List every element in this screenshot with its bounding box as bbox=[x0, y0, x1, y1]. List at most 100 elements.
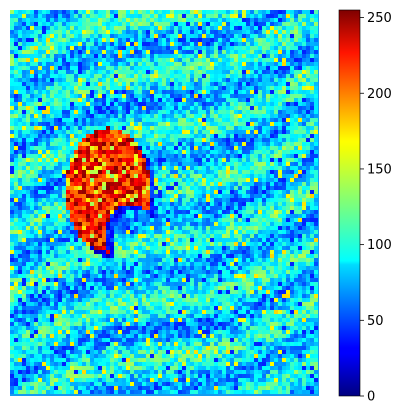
heatmap-cell bbox=[218, 38, 222, 42]
heatmap-cell bbox=[202, 194, 206, 198]
heatmap-cell bbox=[182, 238, 186, 242]
heatmap-cell bbox=[194, 38, 198, 42]
heatmap-cell bbox=[298, 210, 302, 214]
heatmap-cell bbox=[66, 62, 70, 66]
heatmap-cell bbox=[118, 90, 122, 94]
heatmap-cell bbox=[270, 246, 274, 250]
heatmap-cell bbox=[98, 106, 102, 110]
heatmap-cell bbox=[42, 154, 46, 158]
heatmap-cell bbox=[202, 30, 206, 34]
heatmap-cell bbox=[122, 154, 126, 158]
heatmap-cell bbox=[138, 158, 142, 162]
heatmap-cell bbox=[58, 34, 62, 38]
heatmap-cell bbox=[150, 238, 154, 242]
heatmap-cell bbox=[302, 78, 306, 82]
heatmap-cell bbox=[206, 138, 210, 142]
heatmap-cell bbox=[38, 262, 42, 266]
heatmap-cell bbox=[302, 130, 306, 134]
heatmap-cell bbox=[246, 174, 250, 178]
heatmap-cell bbox=[186, 74, 190, 78]
heatmap-cell bbox=[234, 110, 238, 114]
heatmap-cell bbox=[102, 266, 106, 270]
heatmap-cell bbox=[114, 82, 118, 86]
heatmap-cell bbox=[54, 70, 58, 74]
heatmap-cell bbox=[86, 58, 90, 62]
heatmap-cell bbox=[274, 170, 278, 174]
heatmap-cell bbox=[130, 262, 134, 266]
heatmap-cell bbox=[250, 206, 254, 210]
heatmap-cell bbox=[126, 10, 130, 14]
heatmap-cell bbox=[86, 258, 90, 262]
heatmap-cell bbox=[106, 206, 110, 210]
heatmap-cell bbox=[22, 230, 26, 234]
heatmap-cell bbox=[50, 166, 54, 170]
heatmap-cell bbox=[162, 198, 166, 202]
heatmap-cell bbox=[302, 222, 306, 226]
heatmap-cell bbox=[246, 26, 250, 30]
heatmap-cell bbox=[30, 134, 34, 138]
heatmap-cell bbox=[134, 18, 138, 22]
heatmap-cell bbox=[38, 242, 42, 246]
heatmap-cell bbox=[130, 14, 134, 18]
heatmap-cell bbox=[170, 18, 174, 22]
heatmap-cell bbox=[222, 18, 226, 22]
heatmap-cell bbox=[198, 170, 202, 174]
heatmap-cell bbox=[126, 250, 130, 254]
heatmap-cell bbox=[50, 26, 54, 30]
heatmap-cell bbox=[94, 70, 98, 74]
heatmap-cell bbox=[234, 242, 238, 246]
heatmap-cell bbox=[138, 142, 142, 146]
heatmap-cell bbox=[42, 238, 46, 242]
heatmap-cell bbox=[218, 170, 222, 174]
heatmap-cell bbox=[98, 62, 102, 66]
heatmap-cell bbox=[98, 54, 102, 58]
heatmap-cell bbox=[254, 242, 258, 246]
heatmap-cell bbox=[34, 206, 38, 210]
heatmap-cell bbox=[146, 262, 150, 266]
heatmap-cell bbox=[82, 110, 86, 114]
heatmap-cell bbox=[162, 130, 166, 134]
heatmap-cell bbox=[22, 30, 26, 34]
heatmap-cell bbox=[182, 154, 186, 158]
heatmap-cell bbox=[130, 130, 134, 134]
heatmap-cell bbox=[166, 70, 170, 74]
heatmap-cell bbox=[246, 126, 250, 130]
heatmap-cell bbox=[114, 146, 118, 150]
heatmap-cell bbox=[266, 142, 270, 146]
heatmap-cell bbox=[74, 178, 78, 182]
heatmap-cell bbox=[282, 18, 286, 22]
heatmap-cell bbox=[246, 250, 250, 254]
heatmap-cell bbox=[154, 238, 158, 242]
heatmap-cell bbox=[254, 234, 258, 238]
heatmap-cell bbox=[98, 110, 102, 114]
heatmap-cell bbox=[38, 166, 42, 170]
heatmap-cell bbox=[10, 158, 14, 162]
heatmap-cell bbox=[218, 122, 222, 126]
heatmap-cell bbox=[78, 218, 82, 222]
heatmap-cell bbox=[74, 126, 78, 130]
heatmap-cell bbox=[158, 122, 162, 126]
heatmap-cell bbox=[190, 22, 194, 26]
heatmap-cell bbox=[230, 138, 234, 142]
heatmap-cell bbox=[242, 94, 246, 98]
heatmap-cell bbox=[250, 210, 254, 214]
heatmap-cell bbox=[286, 186, 290, 190]
heatmap-cell bbox=[18, 122, 22, 126]
heatmap-cell bbox=[90, 254, 94, 258]
heatmap-cell bbox=[158, 210, 162, 214]
heatmap-cell bbox=[182, 86, 186, 90]
heatmap-cell bbox=[62, 266, 66, 270]
heatmap-cell bbox=[50, 214, 54, 218]
heatmap-cell bbox=[274, 258, 278, 262]
heatmap-cell bbox=[74, 110, 78, 114]
heatmap-cell bbox=[198, 266, 202, 270]
heatmap-cell bbox=[170, 190, 174, 194]
heatmap-cell bbox=[186, 154, 190, 158]
heatmap-cell bbox=[274, 90, 278, 94]
heatmap-cell bbox=[190, 138, 194, 142]
heatmap-cell bbox=[138, 102, 142, 106]
heatmap-cell bbox=[66, 154, 70, 158]
heatmap-cell bbox=[210, 230, 214, 234]
heatmap-cell bbox=[102, 198, 106, 202]
heatmap-cell bbox=[114, 238, 118, 242]
